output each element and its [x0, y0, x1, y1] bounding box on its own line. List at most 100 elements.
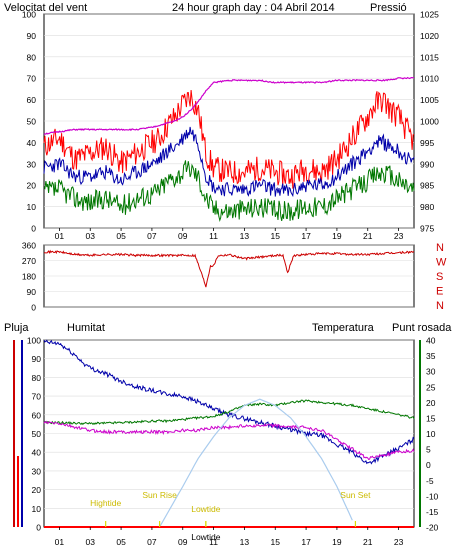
x-tick-label: 19	[332, 537, 342, 547]
x-tick-label: 01	[55, 537, 65, 547]
series-pressure	[43, 76, 415, 135]
x-tick-label: 23	[394, 231, 404, 241]
series-humidity	[43, 339, 415, 465]
series-dewpoint	[43, 420, 415, 461]
series-avg	[43, 126, 415, 198]
x-tick-label: 11	[209, 537, 218, 547]
series-sun	[159, 398, 353, 528]
pressure-tick-label: 1015	[420, 52, 439, 62]
humidity-axis-title: Humitat	[67, 322, 105, 334]
humidity-tick-label: 60	[32, 410, 42, 420]
event-marker-label: Sun Rise	[142, 490, 177, 500]
temperature-tick-label: 25	[426, 382, 436, 392]
direction-tick-label: 180	[22, 272, 36, 282]
pressure-tick-label: 1020	[420, 31, 439, 41]
x-tick-label: 05	[116, 231, 126, 241]
series-min	[43, 160, 415, 223]
x-tick-label: 17	[301, 231, 311, 241]
series-temperature	[43, 399, 415, 426]
x-tick-label: 05	[116, 537, 126, 547]
wind-left-tick-label: 10	[27, 202, 37, 212]
temperature-tick-label: -20	[426, 523, 439, 533]
x-tick-label: 01	[55, 231, 65, 241]
pressure-tick-label: 995	[420, 138, 434, 148]
event-marker-label: Lowtide	[191, 532, 221, 542]
pressure-tick-label: 975	[420, 224, 434, 234]
humidity-tick-label: 90	[32, 354, 42, 364]
x-tick-label: 09	[178, 231, 188, 241]
humidity-tick-label: 30	[32, 466, 42, 476]
pressure-tick-label: 1010	[420, 74, 439, 84]
temperature-tick-label: -5	[426, 476, 434, 486]
x-tick-label: 23	[394, 537, 404, 547]
pressure-tick-label: 1000	[420, 117, 439, 127]
wind-left-tick-label: 60	[27, 95, 37, 105]
x-tick-label: 19	[332, 231, 342, 241]
x-tick-label: 03	[86, 537, 96, 547]
temperature-tick-label: 30	[426, 367, 436, 377]
temperature-tick-label: 40	[426, 336, 436, 346]
compass-label: S	[436, 271, 443, 283]
temperature-tick-label: 15	[426, 413, 436, 423]
wind-left-tick-label: 20	[27, 181, 37, 191]
pressure-tick-label: 1025	[420, 10, 439, 20]
temperature-tick-label: 0	[426, 460, 431, 470]
humidity-tick-label: 10	[32, 504, 42, 514]
direction-tick-label: 270	[22, 256, 36, 266]
x-tick-label: 21	[363, 231, 373, 241]
x-tick-label: 11	[209, 231, 218, 241]
compass-label: N	[436, 300, 444, 312]
compass-label: W	[436, 257, 447, 269]
humidity-tick-label: 100	[27, 336, 41, 346]
direction-tick-label: 0	[31, 303, 36, 313]
graph-title: 24 hour graph day : 04 Abril 2014	[172, 2, 335, 14]
dewpoint-axis-title: Punt rosada	[392, 322, 452, 334]
pressure-tick-label: 990	[420, 159, 434, 169]
humidity-tick-label: 50	[32, 429, 42, 439]
event-marker-label: Hightide	[90, 498, 121, 508]
x-tick-label: 13	[240, 231, 250, 241]
x-tick-label: 17	[301, 537, 311, 547]
temperature-tick-label: 5	[426, 445, 431, 455]
wind-left-tick-label: 90	[27, 31, 37, 41]
wind-left-tick-label: 0	[31, 224, 36, 234]
series-gust	[43, 89, 415, 189]
humidity-tick-label: 40	[32, 448, 42, 458]
pressure-tick-label: 980	[420, 202, 434, 212]
temperature-tick-label: -15	[426, 507, 439, 517]
wind-left-tick-label: 40	[27, 138, 37, 148]
humidity-tick-label: 0	[36, 523, 41, 533]
x-tick-label: 21	[363, 537, 373, 547]
x-tick-label: 15	[271, 537, 281, 547]
x-tick-label: 13	[240, 537, 250, 547]
temperature-axis-title: Temperatura	[312, 322, 375, 334]
temperature-tick-label: -10	[426, 491, 439, 501]
direction-tick-label: 90	[27, 287, 37, 297]
compass-label: N	[436, 242, 444, 254]
wind-left-tick-label: 30	[27, 159, 37, 169]
pressure-tick-label: 1005	[420, 95, 439, 105]
wind-left-tick-label: 80	[27, 52, 37, 62]
x-tick-label: 07	[147, 537, 157, 547]
series-direction	[44, 249, 415, 288]
x-tick-label: 09	[178, 537, 188, 547]
wind-left-tick-label: 70	[27, 74, 37, 84]
humidity-tick-label: 20	[32, 485, 42, 495]
x-tick-label: 03	[86, 231, 96, 241]
humidity-tick-label: 70	[32, 392, 42, 402]
pressure-tick-label: 985	[420, 181, 434, 191]
event-marker-label: Lowtide	[191, 504, 221, 514]
rain-axis-title: Pluja	[4, 322, 29, 334]
wind-left-tick-label: 100	[22, 10, 36, 20]
compass-label: E	[436, 286, 443, 298]
temperature-tick-label: 10	[426, 429, 436, 439]
wind-left-tick-label: 50	[27, 117, 37, 127]
wind-axis-title: Velocitat del vent	[4, 2, 87, 14]
event-marker-label: Sun Set	[340, 490, 371, 500]
pressure-axis-title: Pressió	[370, 2, 407, 14]
humidity-tick-label: 80	[32, 373, 42, 383]
x-tick-label: 07	[147, 231, 157, 241]
